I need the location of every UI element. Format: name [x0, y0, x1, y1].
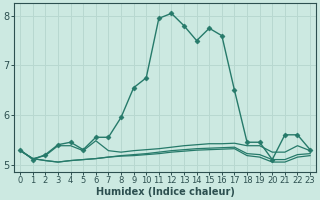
X-axis label: Humidex (Indice chaleur): Humidex (Indice chaleur): [96, 187, 235, 197]
